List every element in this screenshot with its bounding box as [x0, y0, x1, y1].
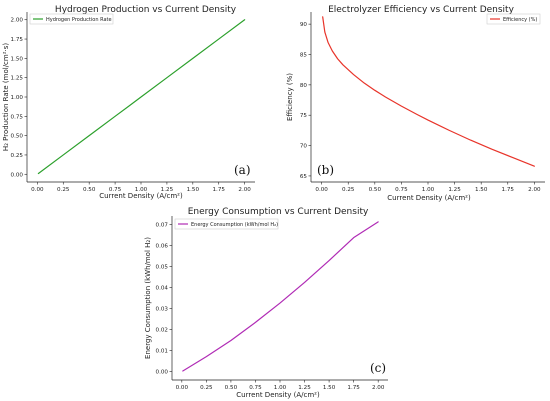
chart-b-x-tick-label: 1.75: [502, 187, 515, 193]
chart-a-legend: Hydrogen Production Rate: [29, 13, 114, 25]
chart-c-panel-tag: (c): [370, 361, 386, 375]
chart-a-series-line: [37, 19, 246, 175]
chart-b-x-label: Current Density (A/cm²): [387, 194, 471, 202]
chart-a-y-label: H₂ Production Rate (mol/cm²·s): [2, 43, 10, 152]
chart-a-x-tick-label: 1.50: [187, 187, 200, 193]
chart-a-y-tick-label: 0.00: [11, 172, 24, 178]
chart-a-y-tick-label: 0.25: [11, 153, 24, 159]
chart-c-series-line: [182, 221, 379, 372]
chart-c-series: [182, 221, 379, 372]
chart-c-x-tick-label: 1.25: [298, 385, 311, 391]
chart-b-y-ticks: 65 70 75 80 85 90: [300, 22, 311, 180]
chart-b-y-tick-label: 80: [300, 83, 308, 89]
chart-b-y-tick-label: 70: [300, 144, 308, 150]
chart-a-x-tick-label: 0.00: [31, 187, 44, 193]
chart-a-title: Hydrogen Production vs Current Density: [55, 5, 237, 15]
chart-b-y-tick-label: 90: [300, 22, 308, 28]
chart-b-series-line: [322, 16, 535, 167]
chart-a-x-tick-label: 1.75: [212, 187, 225, 193]
chart-c-legend-label: Energy Consumption (kWh/mol H₂): [191, 222, 278, 228]
chart-a-y-tick-label: 1.50: [11, 56, 24, 62]
chart-a-x-label: Current Density (A/cm²): [99, 192, 183, 200]
chart-a-y-tick-label: 1.25: [11, 76, 24, 82]
chart-b-x-tick-label: 1.00: [422, 187, 435, 193]
chart-b-x-tick-label: 1.25: [448, 187, 461, 193]
chart-b-x-tick-label: 0.25: [342, 187, 355, 193]
chart-b-legend-label: Efficiency (%): [503, 17, 537, 23]
chart-c-y-tick-label: 0.04: [156, 285, 169, 291]
chart-c-x-tick-label: 1.75: [347, 385, 360, 391]
chart-a-y-tick-label: 2.00: [11, 18, 24, 24]
chart-b-series: [322, 16, 535, 167]
chart-c-y-tick-label: 0.03: [156, 307, 169, 313]
chart-a-x-tick-label: 1.25: [161, 187, 174, 193]
chart-a-x-tick-label: 1.00: [135, 187, 148, 193]
chart-a: Hydrogen Production vs Current Density 0…: [2, 5, 255, 200]
chart-b-y-tick-label: 65: [300, 174, 308, 180]
chart-c: Energy Consumption vs Current Density 0.…: [144, 207, 388, 399]
chart-a-panel-tag: (a): [234, 163, 251, 177]
chart-b-x-tick-label: 0.00: [315, 187, 328, 193]
chart-c-y-tick-label: 0.01: [156, 349, 169, 355]
chart-c-x-ticks: 0.00 0.25 0.50 0.75 1.00 1.25 1.50 1.75 2.00: [176, 380, 385, 391]
chart-c-y-tick-label: 0.06: [156, 243, 169, 249]
chart-b-legend: Efficiency (%): [486, 13, 541, 25]
chart-b-x-tick-label: 2.00: [528, 187, 541, 193]
chart-c-legend-box: [174, 218, 279, 230]
chart-c-legend: Energy Consumption (kWh/mol H₂): [174, 218, 279, 230]
chart-b-y-tick-label: 75: [300, 113, 308, 119]
chart-c-x-tick-label: 0.50: [225, 385, 238, 391]
chart-c-x-label: Current Density (A/cm²): [236, 391, 320, 399]
chart-a-y-tick-label: 1.75: [11, 37, 24, 43]
chart-b: Electrolyzer Efficiency vs Current Densi…: [286, 5, 545, 202]
chart-c-x-tick-label: 0.00: [176, 385, 189, 391]
chart-a-x-tick-label: 0.75: [109, 187, 122, 193]
chart-b-title: Electrolyzer Efficiency vs Current Densi…: [328, 5, 515, 15]
chart-c-axes: [171, 216, 388, 381]
chart-c-y-tick-label: 0.05: [156, 264, 169, 270]
chart-c-y-tick-label: 0.02: [156, 328, 168, 334]
chart-c-y-ticks: 0.00 0.01 0.02 0.03 0.04 0.05 0.06 0.07: [156, 222, 172, 376]
chart-a-legend-box: [29, 13, 114, 25]
chart-a-legend-label: Hydrogen Production Rate: [46, 17, 112, 23]
chart-a-x-tick-label: 0.25: [57, 187, 70, 193]
chart-b-panel-tag: (b): [317, 163, 334, 177]
chart-a-series: [37, 19, 246, 175]
chart-b-y-label: Efficiency (%): [286, 73, 294, 121]
chart-a-y-ticks: 0.00 0.25 0.50 0.75 1.00 1.25 1.50 1.75 2.00: [11, 18, 27, 178]
chart-a-y-tick-label: 0.75: [11, 114, 24, 120]
chart-c-x-tick-label: 1.00: [274, 385, 287, 391]
chart-a-x-ticks: 0.00 0.25 0.50 0.75 1.00 1.25 1.50 1.75 2.00: [31, 182, 251, 193]
chart-b-x-tick-label: 1.50: [475, 187, 488, 193]
chart-c-y-tick-label: 0.07: [156, 222, 169, 228]
chart-b-x-tick-label: 0.75: [395, 187, 408, 193]
chart-b-x-tick-label: 0.50: [369, 187, 382, 193]
chart-c-y-label: Energy Consumption (kWh/mol H₂): [144, 237, 152, 359]
chart-c-x-tick-label: 1.50: [323, 385, 336, 391]
chart-a-y-tick-label: 1.00: [11, 95, 24, 101]
chart-b-x-ticks: 0.00 0.25 0.50 0.75 1.00 1.25 1.50 1.75 2.00: [315, 182, 541, 193]
chart-b-legend-box: [486, 13, 541, 25]
chart-c-x-tick-label: 0.75: [249, 385, 262, 391]
chart-b-y-tick-label: 85: [300, 53, 308, 59]
chart-c-x-tick-label: 0.25: [200, 385, 213, 391]
chart-a-x-tick-label: 2.00: [238, 187, 251, 193]
chart-c-y-tick-label: 0.00: [156, 370, 169, 376]
chart-c-title: Energy Consumption vs Current Density: [188, 207, 369, 217]
chart-a-x-tick-label: 0.50: [83, 187, 96, 193]
chart-a-y-tick-label: 0.50: [11, 134, 24, 140]
chart-c-x-tick-label: 2.00: [372, 385, 385, 391]
